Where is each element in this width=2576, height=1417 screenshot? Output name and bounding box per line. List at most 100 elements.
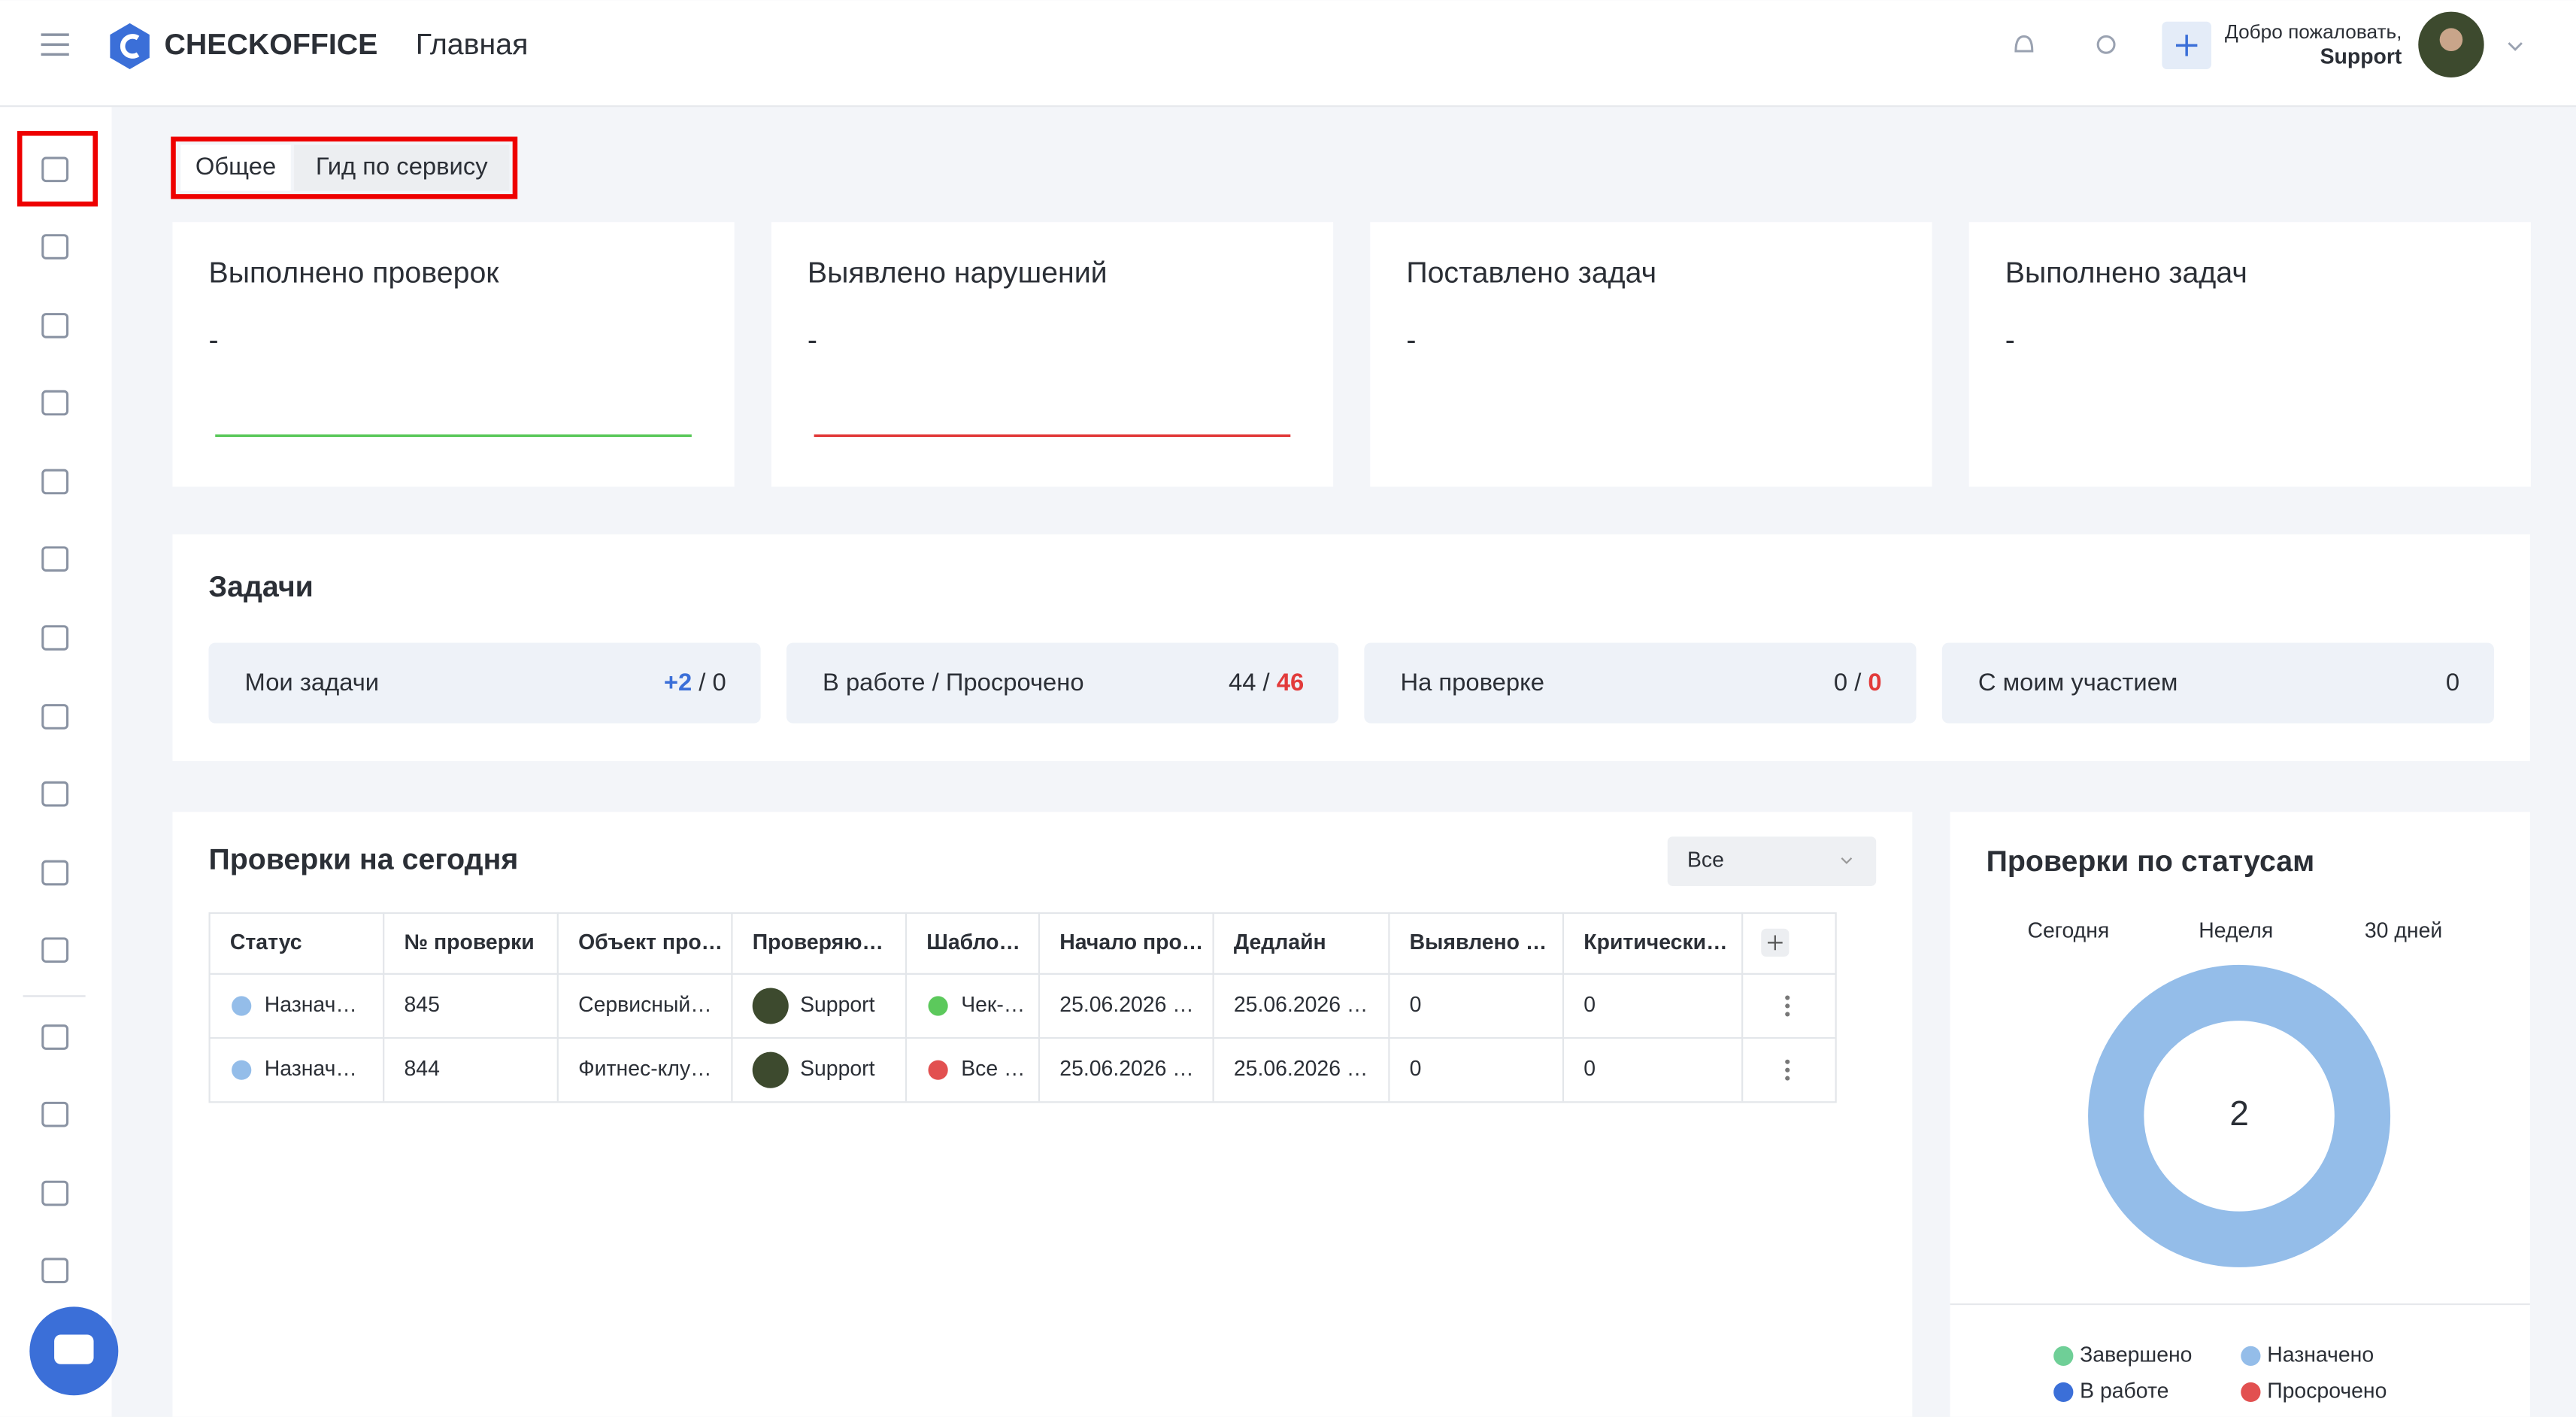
- column-header: Объект про…: [578, 930, 723, 954]
- column-header: Шабло…: [926, 930, 1020, 954]
- table-cell: Support: [800, 993, 875, 1017]
- legend-label: Просрочено: [2267, 1379, 2387, 1403]
- donut-segment: [2088, 964, 2391, 1267]
- task-label: Мои задачи: [245, 668, 380, 696]
- separator: /: [1256, 668, 1276, 696]
- kpi-title: Выполнено задач: [2005, 256, 2247, 290]
- separator: /: [692, 668, 712, 696]
- logo-icon: [110, 23, 150, 70]
- kpi-card: [771, 222, 1334, 487]
- chat-icon: [54, 1334, 94, 1364]
- header-bar: [0, 0, 2576, 106]
- legend-swatch: [2053, 1346, 2074, 1366]
- checks-panel: [172, 812, 1913, 1417]
- tab-label: Гид по сервису: [316, 152, 488, 180]
- template-dot: [928, 1060, 948, 1080]
- legend-label: Назначено: [2267, 1343, 2374, 1367]
- task-tile[interactable]: [208, 642, 761, 724]
- legend-swatch: [2241, 1346, 2261, 1366]
- sidebar-icon[interactable]: [41, 1258, 69, 1284]
- sidebar-icon[interactable]: [41, 625, 69, 651]
- filter-chevron: [1841, 857, 1853, 864]
- task-tile[interactable]: [1941, 642, 2494, 724]
- task-tile[interactable]: [1364, 642, 1917, 724]
- task-counts: 44 / 46: [1229, 668, 1304, 696]
- row-menu-dot: [1785, 1059, 1790, 1064]
- sidebar-icon[interactable]: [41, 937, 69, 963]
- period-tab[interactable]: 30 дней: [2365, 919, 2442, 943]
- sidebar-icon[interactable]: [41, 1180, 69, 1206]
- separator: /: [1847, 668, 1868, 696]
- task-counts: 0: [2446, 668, 2459, 696]
- table-cell: 25.06.2026 …: [1059, 993, 1193, 1017]
- table-cell: Назнач…: [265, 993, 357, 1017]
- sidebar-icon[interactable]: [41, 781, 69, 807]
- period-tab[interactable]: Неделя: [2199, 919, 2273, 943]
- user-menu-chevron[interactable]: [2508, 42, 2523, 51]
- logo-text: CHECKOFFICE: [164, 28, 377, 61]
- task-label: В работе / Просрочено: [823, 668, 1084, 696]
- column-header: Начало про…: [1059, 930, 1203, 954]
- period-tab[interactable]: Сегодня: [2027, 919, 2109, 943]
- kpi-title: Выполнено проверок: [208, 256, 499, 290]
- tab[interactable]: [294, 144, 510, 191]
- tab-label: Общее: [195, 152, 276, 180]
- column-header: Статус: [230, 930, 302, 954]
- sidebar-icon[interactable]: [41, 156, 69, 183]
- legend-label: В работе: [2080, 1379, 2168, 1403]
- legend-swatch: [2053, 1382, 2074, 1403]
- inspector-avatar: [752, 1051, 789, 1088]
- sidebar-icon[interactable]: [41, 546, 69, 572]
- kpi-value: -: [808, 323, 817, 357]
- add-column-icon: [1768, 935, 1783, 951]
- table-cell: 25.06.2026 …: [1059, 1057, 1193, 1081]
- sidebar-icon[interactable]: [41, 860, 69, 886]
- table-cell: 25.06.2026 …: [1234, 993, 1368, 1017]
- column-header: Выявлено …: [1410, 930, 1547, 954]
- tasks-title: Задачи: [208, 570, 313, 603]
- task-count: +2: [664, 668, 692, 696]
- hamburger[interactable]: [41, 33, 69, 56]
- add-icon: [2175, 35, 2198, 56]
- filter-select[interactable]: [1667, 836, 1877, 886]
- table-cell: Назнач…: [265, 1057, 357, 1081]
- tab[interactable]: [180, 144, 291, 191]
- table-cell: 0: [1410, 1057, 1422, 1081]
- row-menu-dot: [1785, 1076, 1790, 1081]
- task-tile[interactable]: [786, 642, 1339, 724]
- bell-icon[interactable]: [2014, 35, 2034, 53]
- legend-label: Завершено: [2080, 1343, 2192, 1367]
- table-cell: Фитнес-клу…: [578, 1057, 711, 1081]
- page-title: Главная: [416, 28, 529, 61]
- sidebar-icon[interactable]: [41, 234, 69, 259]
- task-counts: 0 / 0: [1834, 668, 1882, 696]
- sidebar-icon[interactable]: [41, 390, 69, 416]
- sidebar-icon[interactable]: [41, 313, 69, 338]
- sidebar-icon[interactable]: [41, 1101, 69, 1127]
- column-header: № проверки: [404, 930, 534, 954]
- kpi-value: -: [208, 323, 218, 357]
- sidebar-icon[interactable]: [41, 469, 69, 495]
- search-icon[interactable]: [2096, 35, 2116, 54]
- sidebar: [0, 107, 112, 1417]
- avatar-face: [2439, 28, 2463, 52]
- kpi-card: [1968, 222, 2531, 487]
- row-menu-dot: [1785, 1003, 1790, 1009]
- table-cell: Чек-…: [961, 993, 1025, 1017]
- kpi-value: -: [1406, 323, 1416, 357]
- column-header: Дедлайн: [1234, 930, 1326, 954]
- logo-mark: [120, 34, 140, 59]
- legend-swatch: [2241, 1382, 2261, 1403]
- sidebar-icon[interactable]: [41, 1024, 69, 1050]
- template-dot: [928, 996, 948, 1016]
- status-title: Проверки по статусам: [1987, 845, 2315, 878]
- task-count: 0: [713, 668, 726, 696]
- kpi-card: [172, 222, 735, 487]
- task-count: 0: [2446, 668, 2459, 696]
- filter-value: Все: [1687, 848, 1724, 872]
- sidebar-icon[interactable]: [41, 704, 69, 730]
- table-cell: 0: [1583, 993, 1596, 1017]
- table-cell: 0: [1583, 1057, 1596, 1081]
